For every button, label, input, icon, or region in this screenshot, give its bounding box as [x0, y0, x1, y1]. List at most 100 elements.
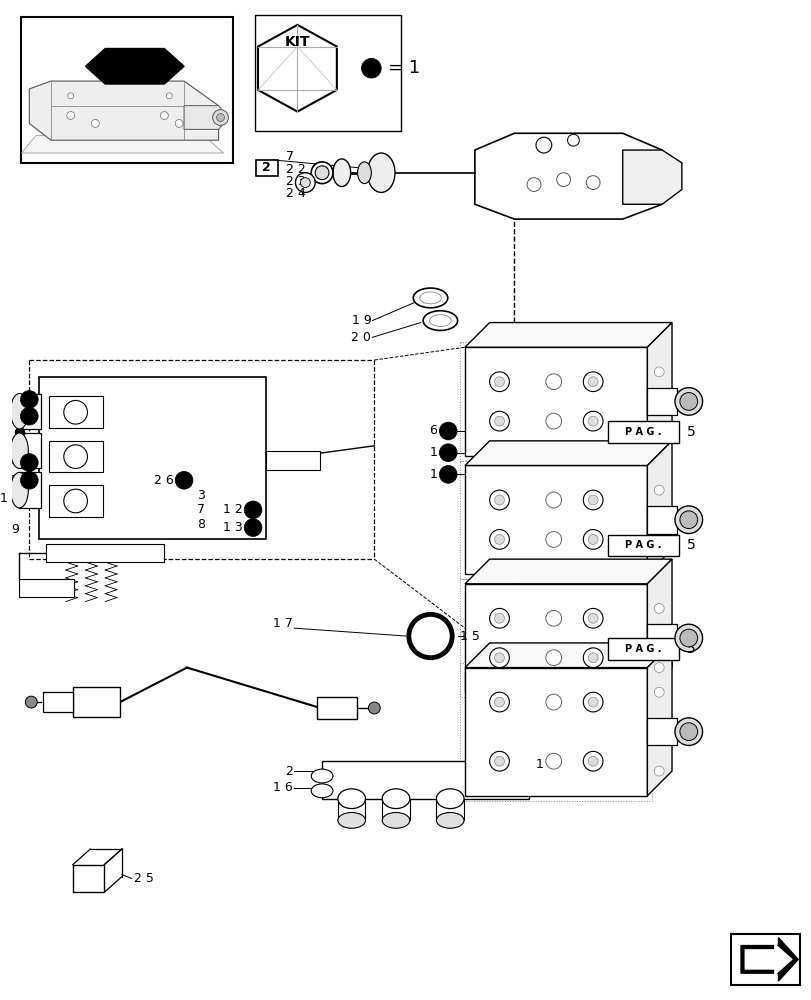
Polygon shape	[465, 584, 646, 692]
Circle shape	[489, 751, 508, 771]
Circle shape	[64, 400, 88, 424]
Text: 2 0: 2 0	[351, 331, 371, 344]
Polygon shape	[740, 938, 797, 981]
Polygon shape	[646, 441, 672, 574]
Circle shape	[67, 112, 75, 119]
Bar	[46, 544, 164, 562]
Bar	[49, 441, 103, 472]
Polygon shape	[465, 465, 646, 574]
Circle shape	[161, 112, 168, 119]
Circle shape	[654, 485, 663, 495]
Circle shape	[439, 422, 457, 440]
Polygon shape	[465, 668, 646, 796]
Ellipse shape	[311, 769, 333, 783]
Bar	[436, 799, 463, 820]
Text: 1 3: 1 3	[223, 521, 243, 534]
Bar	[646, 506, 676, 534]
Ellipse shape	[674, 388, 702, 415]
Text: 2: 2	[262, 161, 271, 174]
Circle shape	[545, 532, 561, 547]
Text: 1 5: 1 5	[460, 630, 479, 643]
Bar	[19, 394, 41, 429]
Text: 1 6: 1 6	[272, 781, 292, 794]
Circle shape	[494, 495, 504, 505]
Bar	[255, 15, 401, 131]
Ellipse shape	[423, 311, 457, 330]
Ellipse shape	[11, 472, 28, 508]
Ellipse shape	[419, 292, 441, 304]
Ellipse shape	[674, 624, 702, 652]
Circle shape	[545, 753, 561, 769]
Circle shape	[567, 134, 578, 146]
Circle shape	[535, 137, 551, 153]
Circle shape	[545, 374, 561, 390]
Bar	[73, 687, 120, 717]
Polygon shape	[465, 347, 646, 456]
Circle shape	[654, 604, 663, 613]
Bar	[19, 579, 74, 597]
Bar	[265, 451, 320, 470]
Ellipse shape	[311, 784, 333, 798]
Circle shape	[408, 614, 452, 658]
Circle shape	[489, 490, 508, 510]
Circle shape	[244, 519, 262, 536]
Circle shape	[582, 411, 603, 431]
Circle shape	[587, 416, 598, 426]
Circle shape	[556, 173, 570, 187]
Bar	[730, 934, 799, 985]
Text: = 1: = 1	[388, 59, 420, 77]
Text: 2 3: 2 3	[285, 175, 305, 188]
Text: P A G .: P A G .	[624, 427, 661, 437]
Ellipse shape	[679, 511, 697, 529]
Circle shape	[494, 653, 504, 663]
Polygon shape	[465, 559, 672, 584]
Bar	[322, 761, 529, 799]
Circle shape	[64, 489, 88, 513]
Circle shape	[25, 696, 37, 708]
Circle shape	[494, 416, 504, 426]
Ellipse shape	[679, 393, 697, 410]
Text: 4: 4	[11, 456, 19, 469]
Ellipse shape	[436, 789, 463, 809]
Circle shape	[654, 367, 663, 377]
Text: 5: 5	[686, 425, 695, 439]
Bar	[49, 485, 103, 517]
Circle shape	[587, 653, 598, 663]
Text: 5: 5	[686, 538, 695, 552]
Polygon shape	[474, 133, 661, 219]
Circle shape	[582, 692, 603, 712]
Bar	[646, 388, 676, 415]
Bar	[607, 535, 678, 556]
Circle shape	[494, 697, 504, 707]
Circle shape	[295, 173, 315, 192]
Bar	[607, 638, 678, 660]
Text: 2 4: 2 4	[285, 187, 305, 200]
Circle shape	[64, 445, 88, 468]
Bar	[19, 472, 41, 508]
Text: 1: 1	[429, 446, 437, 459]
Bar	[460, 663, 651, 801]
Polygon shape	[622, 150, 681, 204]
Circle shape	[582, 648, 603, 668]
Bar	[646, 718, 676, 745]
Polygon shape	[646, 559, 672, 692]
Circle shape	[175, 119, 182, 127]
Ellipse shape	[367, 153, 394, 192]
Polygon shape	[465, 323, 672, 347]
Ellipse shape	[674, 718, 702, 745]
Circle shape	[494, 535, 504, 544]
Circle shape	[489, 608, 508, 628]
Circle shape	[368, 702, 380, 714]
Ellipse shape	[337, 789, 365, 809]
Ellipse shape	[315, 166, 328, 180]
Bar	[382, 799, 410, 820]
Bar	[646, 624, 676, 652]
Circle shape	[582, 751, 603, 771]
Polygon shape	[184, 106, 228, 129]
Circle shape	[494, 613, 504, 623]
Ellipse shape	[357, 162, 371, 184]
Circle shape	[175, 471, 193, 489]
Circle shape	[545, 413, 561, 429]
Polygon shape	[29, 81, 218, 140]
Circle shape	[20, 407, 38, 425]
